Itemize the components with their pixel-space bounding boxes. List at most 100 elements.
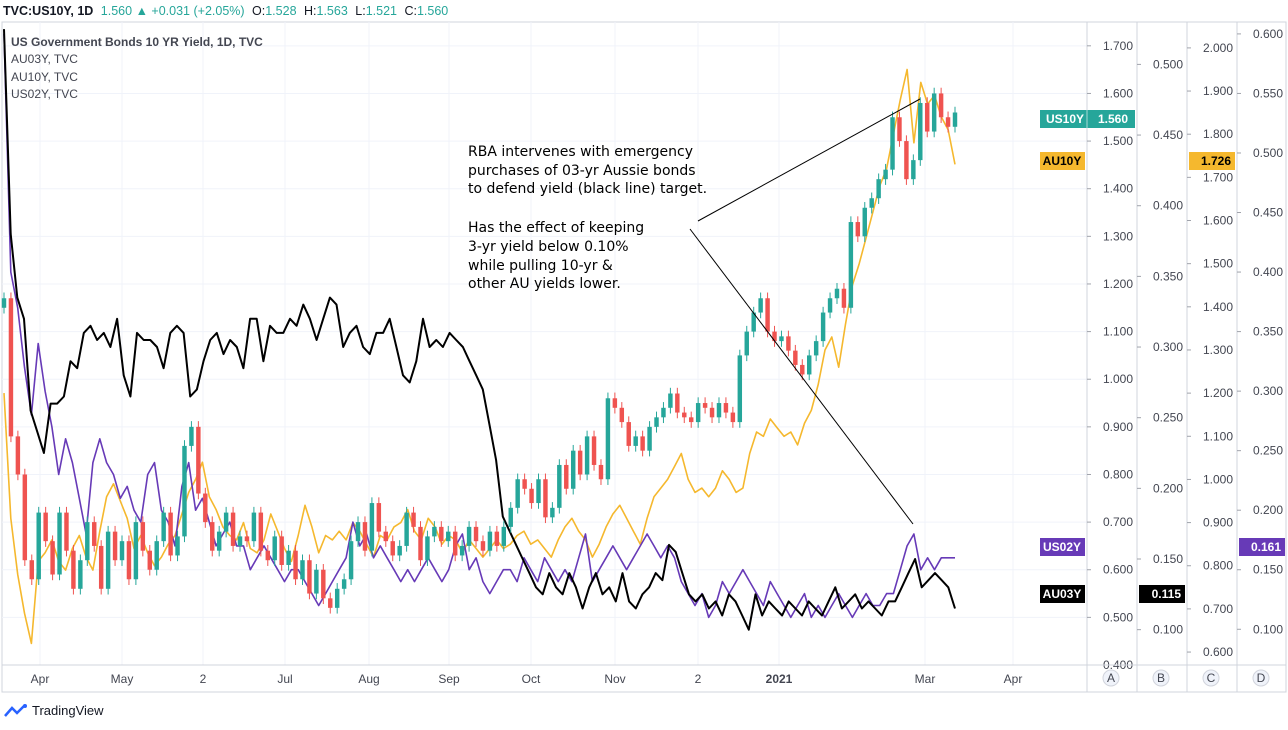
annotation-line: Has the effect of keeping [468,220,645,237]
close-label: C: [404,4,417,18]
legend-item-us02y[interactable]: US02Y, TVC [11,86,78,101]
tag-last-value: 0.161 [1251,540,1281,554]
series-legend: US Government Bonds 10 YR Yield, 1D, TVC… [11,34,263,103]
candle-body [286,550,291,565]
time-axis[interactable]: A B C D Apr May 2 Jul Aug Sep Oct Nov 2 2021 Mar Apr [2,664,1286,687]
candle-body [938,93,944,118]
axis-a-tick-label: 1.200 [1103,277,1133,291]
candle-body [244,536,250,542]
price-tag-au03y: AU03Y 0.115 [1040,585,1185,603]
candle-body [501,526,507,546]
legend-item-au10y[interactable]: AU10Y, TVC [11,69,78,84]
open-label: O: [252,4,266,18]
scale-letter: C [1207,671,1216,685]
legend-main-series[interactable]: US Government Bonds 10 YR Yield, 1D, TVC [11,35,263,49]
series-us02y-line [3,33,955,619]
candle-body [827,298,833,313]
candle-body [265,550,271,561]
scale-d-button[interactable] [1252,669,1270,687]
candle-body [626,422,631,446]
candle-body [369,503,375,551]
candle-body [918,102,923,161]
axis-c-tick-label: 1.800 [1203,127,1233,141]
candle-body [293,550,298,580]
candle-body [175,536,180,556]
axis-d-tick-label: 0.300 [1253,384,1283,398]
candle-body [154,541,159,570]
tag-series-name: AU10Y [1043,154,1082,168]
price-axes[interactable]: 1.700 1.600 1.500 1.400 1.300 1.200 1.100 1.000… [1086,22,1283,692]
candle-body [619,407,625,423]
price-tag-au10y: AU10Y 1.726 [1040,152,1235,170]
text-annotation[interactable]: RBA intervenes with emergency purchases … [468,143,768,294]
grid-lines [2,22,1087,666]
candle-body [223,512,229,532]
tag-value-box [1239,538,1285,556]
price-tag-us10y: US10Y 1.560 [1040,110,1135,128]
candle-body [931,93,937,132]
last-price: 1.560 [100,4,133,18]
candle-body [383,531,389,542]
candle-body [22,474,28,561]
candle-body [786,336,791,351]
candle-body [668,393,673,408]
axis-a-tick-label: 1.300 [1103,229,1133,243]
candle-body [15,436,21,475]
axis-b-tick-label: 0.450 [1153,128,1183,142]
annotation-line: while pulling 10-yr & [468,257,613,274]
candle-body [203,493,208,523]
tag-series-name: AU03Y [1043,587,1082,601]
tag-value-box [1139,585,1185,603]
candle-body [258,512,264,551]
candle-body [85,522,90,561]
candle-body [473,526,479,542]
series-au03y-line [3,29,956,631]
scale-letter: A [1107,671,1115,685]
candle-body [765,298,770,332]
scale-b-button[interactable] [1152,669,1170,687]
axis-d-tick-label: 0.350 [1253,325,1283,339]
axis-c-tick-label: 1.900 [1203,84,1233,98]
axis-d-tick-label: 0.450 [1253,206,1283,220]
axis-c-tick-label: 0.800 [1203,559,1233,573]
candle-body [314,569,319,594]
candle-body [404,512,409,546]
candle-body [890,117,895,170]
candle-body [196,426,201,494]
x-tick-label: Sep [438,672,460,686]
candle-body [64,512,69,551]
candle-body [216,531,222,551]
candle-body [834,288,840,299]
candle-body [695,403,701,423]
series-au10y-line [3,68,956,645]
candle-body [355,522,361,542]
high-label: H: [304,4,317,18]
candle-body [71,550,76,589]
candle-body [751,312,756,332]
scale-c-button[interactable] [1202,669,1220,687]
axis-c-tick-label: 1.000 [1203,472,1233,486]
axis-a-tick-label: 0.900 [1103,420,1133,434]
scale-a-button[interactable] [1102,669,1120,687]
candle-body [362,522,368,551]
symbol-label[interactable]: TVC:US10Y, 1D [3,4,94,18]
candle-body [230,512,236,546]
axis-b-tick-label: 0.200 [1153,481,1183,495]
candle-body [557,464,562,508]
legend-item-au03y[interactable]: AU03Y, TVC [11,52,78,67]
series-us10y-candles [1,87,958,614]
candle-body [8,298,14,437]
high-value: 1.563 [316,4,348,18]
candle-body [508,507,513,527]
x-tick-label: Mar [915,672,936,686]
candle-body [78,560,83,589]
axis-b-tick-label: 0.500 [1153,57,1183,71]
axis-a-tick-label: 0.500 [1103,610,1133,624]
candle-body [1,298,7,308]
tradingview-brand[interactable]: TradingView [4,703,104,718]
axis-a-tick-label: 0.600 [1103,563,1133,577]
axis-b-tick-label: 0.350 [1153,269,1183,283]
up-arrow-icon: ▲ [135,4,148,18]
axis-c-tick-label: 2.000 [1203,41,1233,55]
